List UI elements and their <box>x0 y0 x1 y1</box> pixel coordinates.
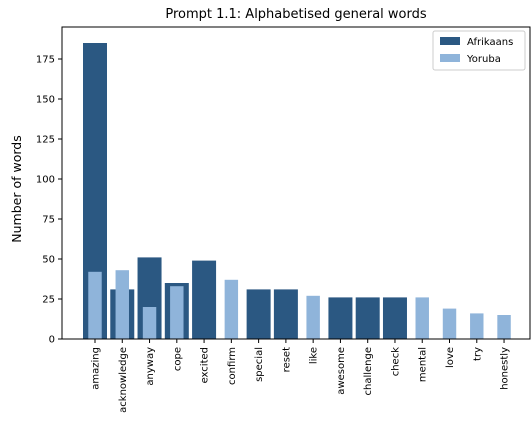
legend-swatch-afrikaans <box>440 37 460 45</box>
x-tick-label-special: special <box>254 347 265 382</box>
x-tick-label-reset: reset <box>281 347 292 372</box>
bar-afrikaans-excited <box>192 260 217 339</box>
y-tick-label: 100 <box>36 175 55 186</box>
bar-yoruba-like <box>306 295 320 339</box>
bar-afrikaans-reset <box>273 289 298 339</box>
y-axis-ticks: 0 25 50 75 100 125 150 175 <box>36 55 62 346</box>
x-tick-label-excited: excited <box>200 347 211 383</box>
chart-title: Prompt 1.1: Alphabetised general words <box>165 7 427 22</box>
plot-frame <box>61 26 531 340</box>
y-tick-label: 75 <box>42 215 55 226</box>
y-tick-label: 150 <box>36 95 55 106</box>
bar-afrikaans-check <box>382 297 407 339</box>
x-axis-ticks: amazing acknowledge anyway cope excited confi… <box>91 339 511 413</box>
y-tick-label: 175 <box>36 55 55 66</box>
bar-yoruba-mental <box>415 297 429 339</box>
x-tick-label-anyway: anyway <box>145 347 156 386</box>
y-tick-label: 50 <box>42 255 55 266</box>
bar-afrikaans-awesome <box>328 297 353 339</box>
bar-yoruba-love <box>442 308 457 339</box>
x-tick-label-mental: mental <box>418 347 429 382</box>
x-tick-label-amazing: amazing <box>91 347 102 390</box>
bar-afrikaans-special <box>246 289 271 339</box>
bar-yoruba-amazing <box>88 271 102 339</box>
x-tick-label-confirm: confirm <box>227 347 238 385</box>
y-tick-label: 0 <box>49 335 55 346</box>
bar-afrikaans-challenge <box>355 297 380 339</box>
y-tick-label: 125 <box>36 135 55 146</box>
bar-yoruba-cope <box>170 286 184 339</box>
x-tick-label-like: like <box>309 347 320 364</box>
bar-yoruba-anyway <box>142 307 157 339</box>
legend-swatch-yoruba <box>440 54 460 62</box>
bar-yoruba-confirm <box>224 279 239 339</box>
y-axis-title: Number of words <box>9 135 24 242</box>
x-tick-label-check: check <box>390 347 401 376</box>
x-tick-label-love: love <box>445 347 456 368</box>
bar-yoruba-honestly <box>497 315 511 339</box>
legend-label-afrikaans: Afrikaans <box>467 37 513 48</box>
x-tick-label-challenge: challenge <box>363 347 374 396</box>
x-tick-label-try: try <box>472 347 483 361</box>
x-tick-label-acknowledge: acknowledge <box>118 347 129 413</box>
bars-layer <box>83 43 511 339</box>
bar-yoruba-try <box>470 313 484 339</box>
legend: Afrikaans Yoruba <box>432 30 526 71</box>
y-tick-label: 25 <box>42 295 55 306</box>
x-tick-label-awesome: awesome <box>336 347 347 395</box>
x-tick-label-cope: cope <box>172 347 183 371</box>
bar-yoruba-acknowledge <box>115 270 129 339</box>
x-tick-label-honestly: honestly <box>500 347 511 390</box>
legend-label-yoruba: Yoruba <box>466 54 501 65</box>
